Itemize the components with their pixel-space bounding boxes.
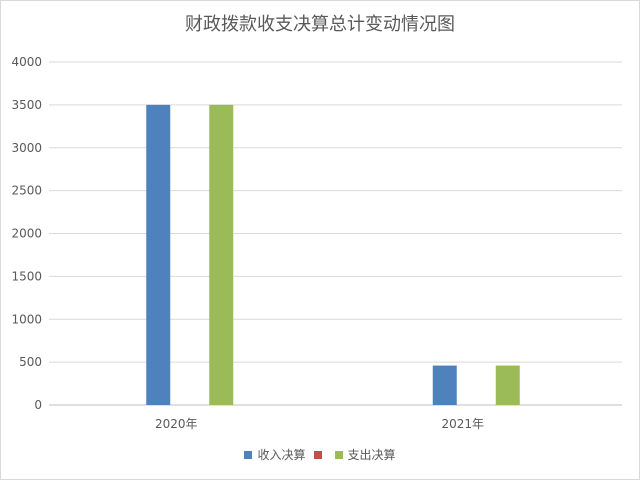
- legend-item-income: 收入决算: [244, 446, 306, 463]
- legend-label-expense: 支出决算: [347, 448, 396, 462]
- y-tick-label: 4000: [11, 55, 42, 69]
- legend-item-unnamed: [313, 450, 327, 459]
- legend: 收入决算 支出决算: [0, 446, 640, 463]
- y-tick-label: 3000: [11, 141, 42, 155]
- y-tick-label: 1000: [11, 312, 42, 326]
- legend-item-expense: 支出决算: [334, 446, 396, 463]
- y-tick-label: 2000: [11, 227, 42, 241]
- x-tick-label: 2020年: [155, 417, 198, 431]
- bar-expense: [209, 104, 234, 405]
- y-tick-label: 0: [34, 398, 42, 412]
- legend-swatch-expense: [334, 450, 343, 459]
- y-tick-label: 500: [19, 355, 42, 369]
- bar-income: [432, 365, 457, 405]
- chart-title: 财政拨款收支决算总计变动情况图: [185, 14, 455, 35]
- y-tick-label: 1500: [11, 269, 42, 283]
- legend-label-income: 收入决算: [257, 448, 306, 462]
- y-tick-label: 3500: [11, 98, 42, 112]
- bar-expense: [495, 365, 520, 405]
- legend-swatch-unnamed: [313, 450, 322, 459]
- bar-income: [146, 104, 171, 405]
- legend-swatch-income: [244, 450, 253, 459]
- x-tick-label: 2021年: [441, 417, 484, 431]
- y-tick-label: 2500: [11, 184, 42, 198]
